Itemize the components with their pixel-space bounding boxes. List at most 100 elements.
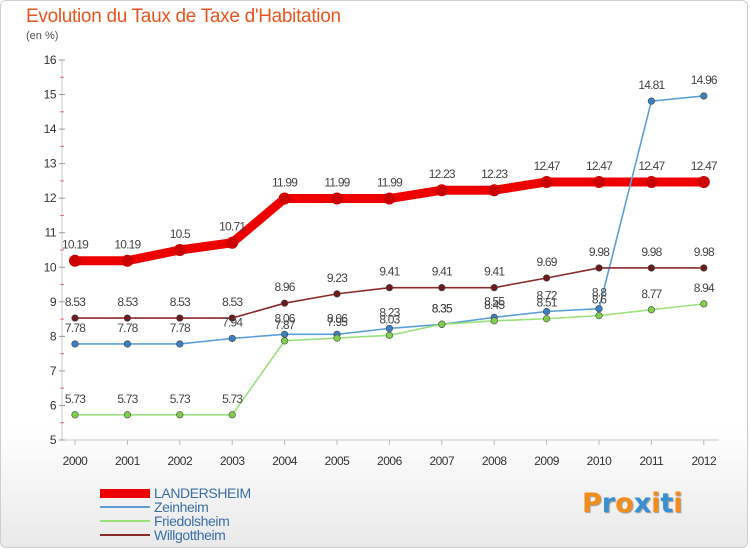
data-label-willgottheim: 9.69 xyxy=(537,255,558,269)
data-label-friedolsheim: 7.87 xyxy=(275,318,296,332)
legend-label: Willgottheim xyxy=(154,527,226,543)
data-label-friedolsheim: 5.73 xyxy=(117,392,138,406)
legend-label: Friedolsheim xyxy=(154,513,230,529)
legend-swatch xyxy=(100,520,150,522)
data-label-friedolsheim: 8.03 xyxy=(379,312,400,326)
data-point-landersheim xyxy=(540,175,553,188)
data-label-friedolsheim: 8.45 xyxy=(484,298,505,312)
x-tick-label: 2008 xyxy=(482,454,508,468)
data-label-willgottheim: 9.98 xyxy=(641,245,662,259)
data-label-zeinheim: 8.55 xyxy=(484,294,505,308)
x-tick-label: 2003 xyxy=(220,454,246,468)
data-point-willgottheim xyxy=(438,284,446,292)
x-tick-label: 2012 xyxy=(691,454,717,468)
data-label-friedolsheim: 8.6 xyxy=(592,293,607,307)
data-point-friedolsheim xyxy=(333,334,341,342)
data-point-willgottheim xyxy=(700,264,708,272)
x-tick-label: 2001 xyxy=(115,454,141,468)
data-point-zeinheim xyxy=(595,305,603,313)
data-label-willgottheim: 9.41 xyxy=(379,265,400,279)
data-label-landersheim: 11.99 xyxy=(377,176,403,190)
data-point-friedolsheim xyxy=(176,411,184,419)
y-tick-label: 6 xyxy=(50,398,57,412)
data-label-zeinheim: 8.8 xyxy=(592,286,607,300)
data-label-willgottheim: 8.96 xyxy=(275,280,296,294)
data-label-willgottheim: 8.53 xyxy=(170,295,191,309)
legend-swatch xyxy=(100,534,150,536)
data-point-landersheim xyxy=(488,184,501,197)
data-point-landersheim xyxy=(69,254,81,267)
y-tick-label: 5 xyxy=(50,433,57,447)
data-label-willgottheim: 9.23 xyxy=(327,271,348,285)
data-label-landersheim: 10.5 xyxy=(170,227,191,241)
data-point-friedolsheim xyxy=(595,312,603,320)
data-point-landersheim xyxy=(278,192,291,205)
y-tick-label: 14 xyxy=(44,122,57,136)
data-label-willgottheim: 8.53 xyxy=(65,295,86,309)
data-point-friedolsheim xyxy=(123,411,131,419)
data-label-friedolsheim: 5.73 xyxy=(170,392,191,406)
x-tick-label: 2011 xyxy=(639,454,664,468)
data-point-willgottheim xyxy=(228,314,236,322)
y-tick-label: 16 xyxy=(44,53,57,67)
data-label-friedolsheim: 5.73 xyxy=(65,392,86,406)
data-point-friedolsheim xyxy=(281,337,289,345)
data-point-friedolsheim xyxy=(438,320,446,328)
data-point-friedolsheim xyxy=(228,411,236,419)
data-label-zeinheim: 14.96 xyxy=(691,73,718,87)
y-tick-label: 13 xyxy=(44,157,57,171)
x-tick-label: 2005 xyxy=(325,454,351,468)
data-point-willgottheim xyxy=(71,314,79,322)
legend-swatch xyxy=(100,488,150,498)
data-label-zeinheim: 7.94 xyxy=(222,315,243,329)
data-label-willgottheim: 9.41 xyxy=(432,265,453,279)
data-point-zeinheim xyxy=(123,340,131,348)
legend-label: Zeinheim xyxy=(154,499,209,515)
legend-swatch xyxy=(100,506,150,508)
data-point-friedolsheim xyxy=(490,317,498,325)
legend-label: LANDERSHEIM xyxy=(154,485,251,501)
data-label-zeinheim: 8.06 xyxy=(275,311,296,325)
y-tick-label: 8 xyxy=(50,329,57,343)
data-point-zeinheim xyxy=(228,334,236,343)
data-point-landersheim xyxy=(121,254,134,267)
x-tick-label: 2007 xyxy=(429,454,455,468)
data-point-landersheim xyxy=(593,175,605,188)
data-label-friedolsheim: 7.95 xyxy=(327,315,348,329)
data-label-landersheim: 12.23 xyxy=(481,167,508,181)
data-label-landersheim: 12.47 xyxy=(638,159,665,173)
y-tick-label: 7 xyxy=(50,364,57,378)
data-label-friedolsheim: 8.51 xyxy=(537,296,558,310)
x-tick-label: 2000 xyxy=(63,454,89,468)
data-label-friedolsheim: 8.94 xyxy=(694,281,715,295)
data-point-zeinheim xyxy=(542,307,551,316)
data-label-zeinheim: 8.72 xyxy=(537,288,558,302)
data-point-willgottheim xyxy=(647,264,656,272)
x-tick-label: 2010 xyxy=(587,454,613,468)
data-point-willgottheim xyxy=(281,299,289,307)
data-point-landersheim xyxy=(383,192,396,205)
y-tick-label: 15 xyxy=(44,88,57,102)
data-point-willgottheim xyxy=(385,284,394,292)
data-point-landersheim xyxy=(645,175,658,188)
data-point-landersheim xyxy=(697,175,710,188)
data-label-zeinheim: 8.23 xyxy=(379,305,400,319)
data-point-willgottheim xyxy=(176,314,184,322)
data-point-willgottheim xyxy=(333,290,341,298)
data-label-landersheim: 11.99 xyxy=(324,176,350,190)
y-tick-label: 9 xyxy=(50,295,57,309)
y-tick-label: 10 xyxy=(44,260,57,274)
data-label-landersheim: 10.71 xyxy=(219,220,246,234)
data-point-friedolsheim xyxy=(542,315,551,323)
data-label-friedolsheim: 8.77 xyxy=(641,287,662,301)
data-label-zeinheim: 7.78 xyxy=(170,321,191,335)
data-label-friedolsheim: 5.73 xyxy=(222,392,243,406)
data-point-zeinheim xyxy=(647,97,656,105)
x-tick-label: 2006 xyxy=(377,454,403,468)
data-point-zeinheim xyxy=(281,330,289,338)
data-label-friedolsheim: 8.35 xyxy=(432,301,453,315)
data-point-zeinheim xyxy=(700,92,708,100)
data-point-friedolsheim xyxy=(647,306,656,314)
data-label-landersheim: 12.23 xyxy=(429,167,456,181)
